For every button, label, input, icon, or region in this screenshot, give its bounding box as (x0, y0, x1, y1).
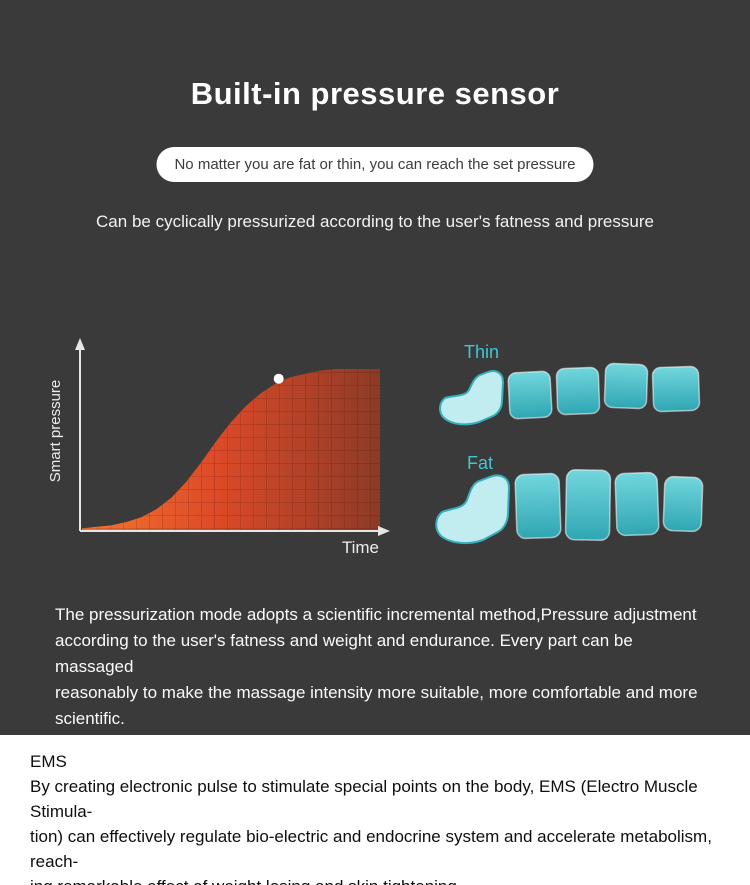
ems-section: EMS By creating electronic pulse to stim… (0, 735, 750, 885)
ems-heading: EMS (30, 752, 67, 771)
x-axis-arrow (378, 526, 390, 536)
x-axis-label: Time (342, 538, 379, 557)
ems-paragraph-line: tion) can effectively regulate bio-elect… (30, 827, 712, 871)
hero-panel: Built-in pressure sensor No matter you a… (0, 0, 750, 735)
y-axis-arrow (75, 338, 85, 350)
foot-cuff (439, 370, 505, 426)
pressure-curve-chart: Smart pressure Time (47, 338, 390, 557)
thin-leg-illustration (439, 362, 701, 426)
air-segments (514, 469, 704, 541)
hero-description-line: reasonably to make the massage intensity… (55, 683, 698, 702)
hero-description: The pressurization mode adopts a scienti… (55, 602, 710, 732)
ems-paragraph-line: ing remarkable effect of weight losing a… (30, 874, 722, 885)
thin-label: Thin (464, 342, 500, 362)
hero-description-line: scientific. (55, 709, 125, 728)
air-segments (507, 362, 701, 420)
hero-description-line: according to the user's fatness and weig… (55, 631, 633, 676)
hero-description-line: The pressurization mode adopts a scienti… (55, 605, 697, 624)
fat-label: Fat (467, 453, 494, 473)
pressure-area-grid (82, 369, 380, 530)
y-axis-label: Smart pressure (47, 380, 64, 483)
pill-banner: No matter you are fat or thin, you can r… (156, 147, 594, 182)
ems-paragraph-line: By creating electronic pulse to stimulat… (30, 777, 698, 821)
foot-cuff (435, 474, 511, 545)
curve-marker-dot (273, 373, 284, 384)
hero-subtitle: Can be cyclically pressurized according … (96, 212, 654, 231)
fat-leg-illustration (435, 469, 704, 545)
page-title: Built-in pressure sensor (190, 76, 560, 111)
